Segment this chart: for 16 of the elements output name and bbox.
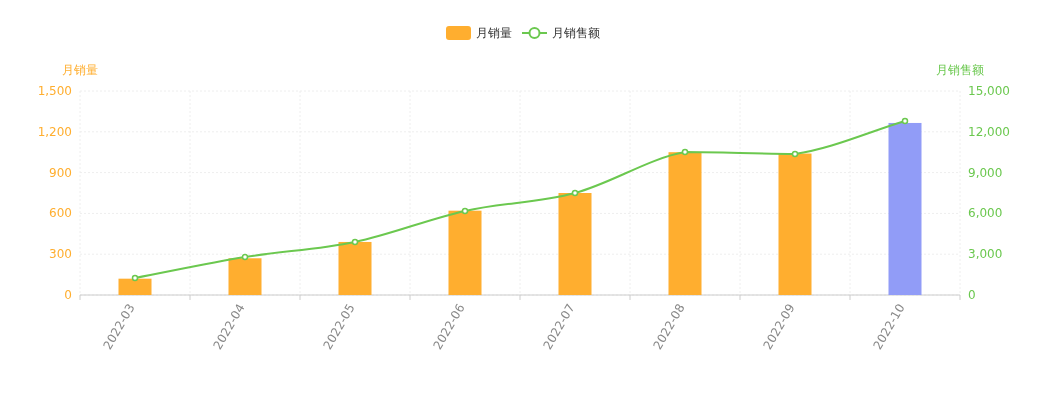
- y-tick-label: 900: [49, 165, 72, 180]
- y-tick-label: 0: [64, 288, 72, 302]
- y-tick-label: 300: [49, 247, 72, 262]
- y-tick-label: 1,200: [37, 124, 72, 139]
- y2-tick-label: 15,000: [968, 84, 1010, 98]
- y2-tick-label: 6,000: [968, 206, 1003, 221]
- y2-tick-label: 9,000: [968, 165, 1003, 180]
- legend-label: 月销量: [476, 26, 512, 40]
- y2-axis-title: 月销售额: [936, 63, 984, 77]
- y2-tick-label: 0: [968, 288, 976, 302]
- y-tick-label: 1,500: [37, 84, 72, 98]
- y2-tick-label: 12,000: [968, 124, 1010, 139]
- y-axis-title: 月销量: [62, 63, 98, 77]
- legend-label: 月销售额: [552, 26, 600, 40]
- y-tick-label: 600: [49, 206, 72, 221]
- y2-tick-label: 3,000: [968, 247, 1003, 262]
